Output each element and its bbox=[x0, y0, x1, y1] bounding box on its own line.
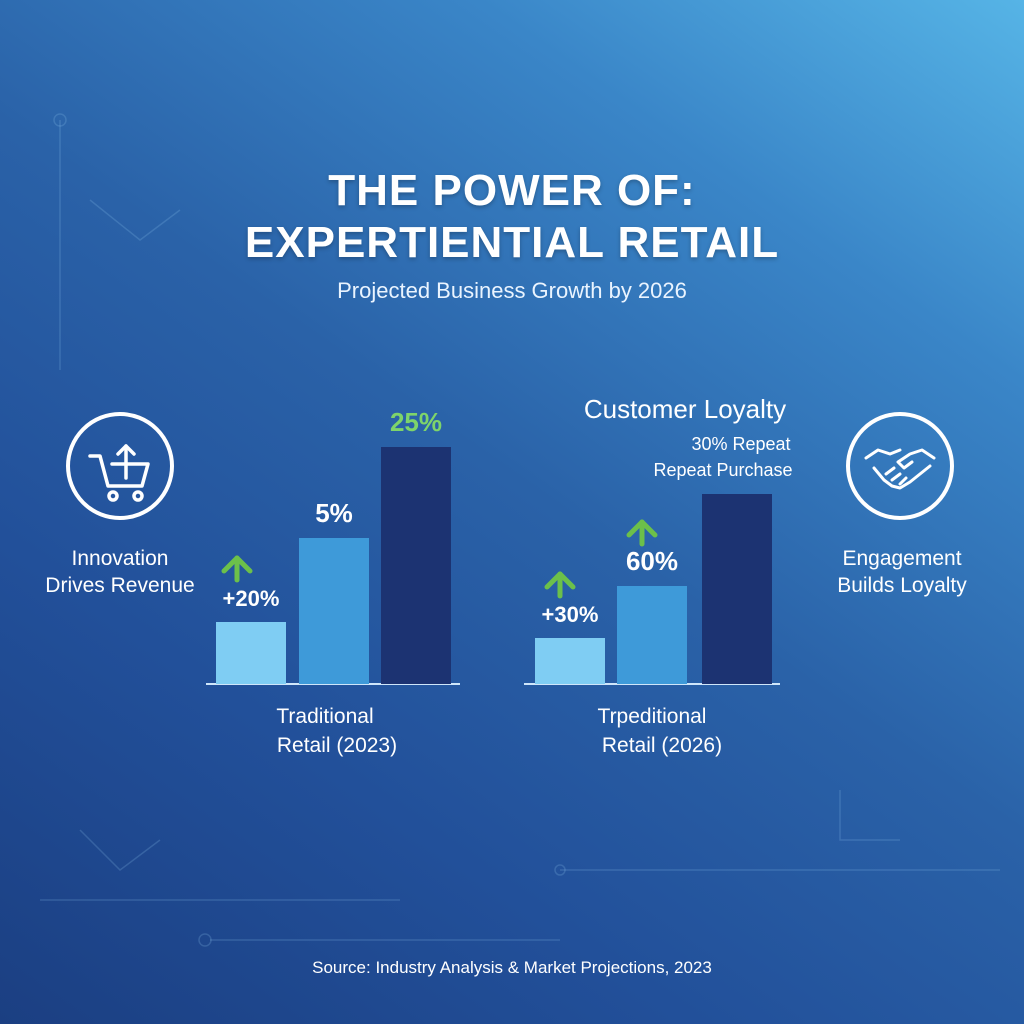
source-footnote: Source: Industry Analysis & Market Proje… bbox=[312, 958, 712, 977]
chart-2026-xlabel-line-1: Trpeditional bbox=[598, 705, 707, 728]
chart-2023-data-label-3: 25% bbox=[390, 407, 442, 437]
chart-2023-xlabel-line-2: Retail (2023) bbox=[277, 734, 397, 757]
chart-2026-bar-2 bbox=[617, 586, 687, 684]
chart-2023-bar-3 bbox=[381, 447, 451, 684]
chart-2026-data-sublabel-3: Repeat Purchase bbox=[653, 460, 792, 480]
chart-2026-bar-1 bbox=[535, 638, 605, 684]
chart-2023-data-label-1: +20% bbox=[223, 586, 280, 611]
subtitle: Projected Business Growth by 2026 bbox=[337, 278, 687, 303]
chart-2023-xlabel-line-1: Traditional bbox=[276, 705, 373, 728]
shopping-cart-upload-icon bbox=[66, 412, 174, 520]
right-caption-line-1: Engagement bbox=[842, 547, 962, 570]
chart-2023-bar-2 bbox=[299, 538, 369, 684]
chart-2023-data-label-2: 5% bbox=[315, 498, 353, 528]
right-caption-line-2: Builds Loyalty bbox=[837, 574, 967, 597]
left-caption: Innovation Drives Revenue bbox=[20, 545, 220, 599]
title-line-1: THE POWER OF: bbox=[328, 166, 696, 215]
handshake-icon bbox=[846, 412, 954, 520]
chart-2026-data-label-1: +30% bbox=[542, 602, 599, 627]
chart-2026-data-label-2: 60% bbox=[626, 546, 678, 576]
chart-2026-data-label-3: 30% Repeat bbox=[691, 434, 790, 454]
title-line-2: EXPERTIENTIAL RETAIL bbox=[244, 218, 780, 267]
left-caption-line-2: Drives Revenue bbox=[45, 574, 195, 597]
left-caption-line-1: Innovation bbox=[71, 547, 169, 570]
right-caption: Engagement Builds Loyalty bbox=[802, 545, 1002, 599]
chart-2026-bar-3 bbox=[702, 494, 772, 684]
chart-2026-title: Customer Loyalty bbox=[584, 394, 786, 424]
chart-2023-bar-1 bbox=[216, 622, 286, 684]
chart-2026-xlabel-line-2: Retail (2026) bbox=[602, 734, 722, 757]
